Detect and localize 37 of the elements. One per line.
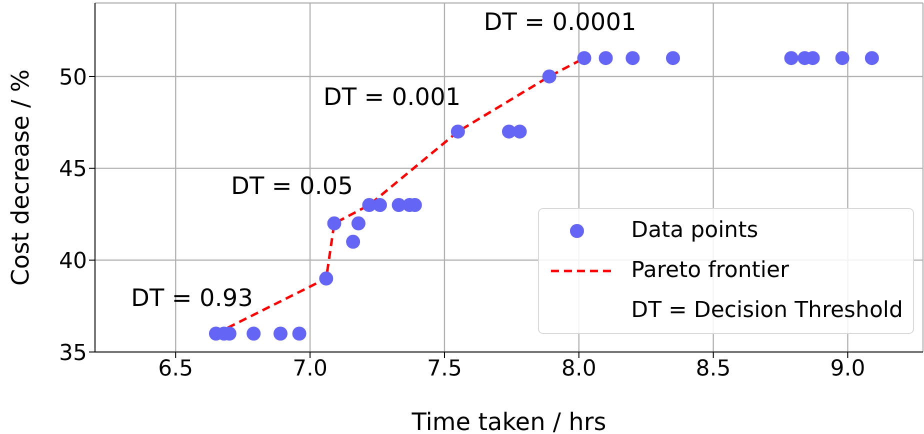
point [598, 51, 613, 66]
legend-label: Pareto frontier [631, 257, 790, 285]
point [784, 51, 798, 66]
annotation: DT = 0.0001 [484, 8, 636, 36]
x-tick-label: 8.5 [696, 356, 731, 382]
legend-label: Data points [631, 217, 758, 245]
annotation: DT = Decision Threshold [630, 297, 903, 325]
point [542, 69, 556, 84]
point [351, 216, 366, 230]
point [864, 51, 879, 66]
x-tick-label: 9.0 [830, 356, 866, 382]
point [512, 124, 527, 139]
point [372, 198, 387, 212]
point [273, 326, 288, 341]
point [246, 326, 261, 341]
y-tick-label: 45 [59, 157, 87, 182]
point [319, 272, 334, 286]
y-tick-label: 50 [59, 65, 87, 90]
point [450, 124, 465, 139]
x-tick-label: 7.5 [426, 356, 462, 382]
annotation: DT = 0.001 [323, 83, 461, 111]
point [327, 216, 342, 230]
point [292, 326, 306, 341]
point [577, 51, 592, 66]
point [346, 234, 360, 249]
annotation: DT = 0.93 [131, 284, 253, 312]
annotation: DT = 0.05 [231, 172, 353, 200]
x-tick-label: 7.0 [292, 356, 328, 382]
y-tick-label: 40 [59, 248, 87, 274]
x-tick-label: 8.0 [561, 356, 596, 382]
y-tick-label: 35 [59, 340, 87, 366]
point [835, 51, 850, 66]
point [666, 51, 680, 66]
y-axis-title: Cost decrease / % [6, 69, 35, 286]
point [626, 51, 640, 66]
x-tick-label: 6.5 [158, 356, 194, 382]
x-axis-title: Time taken / hrs [410, 408, 606, 434]
